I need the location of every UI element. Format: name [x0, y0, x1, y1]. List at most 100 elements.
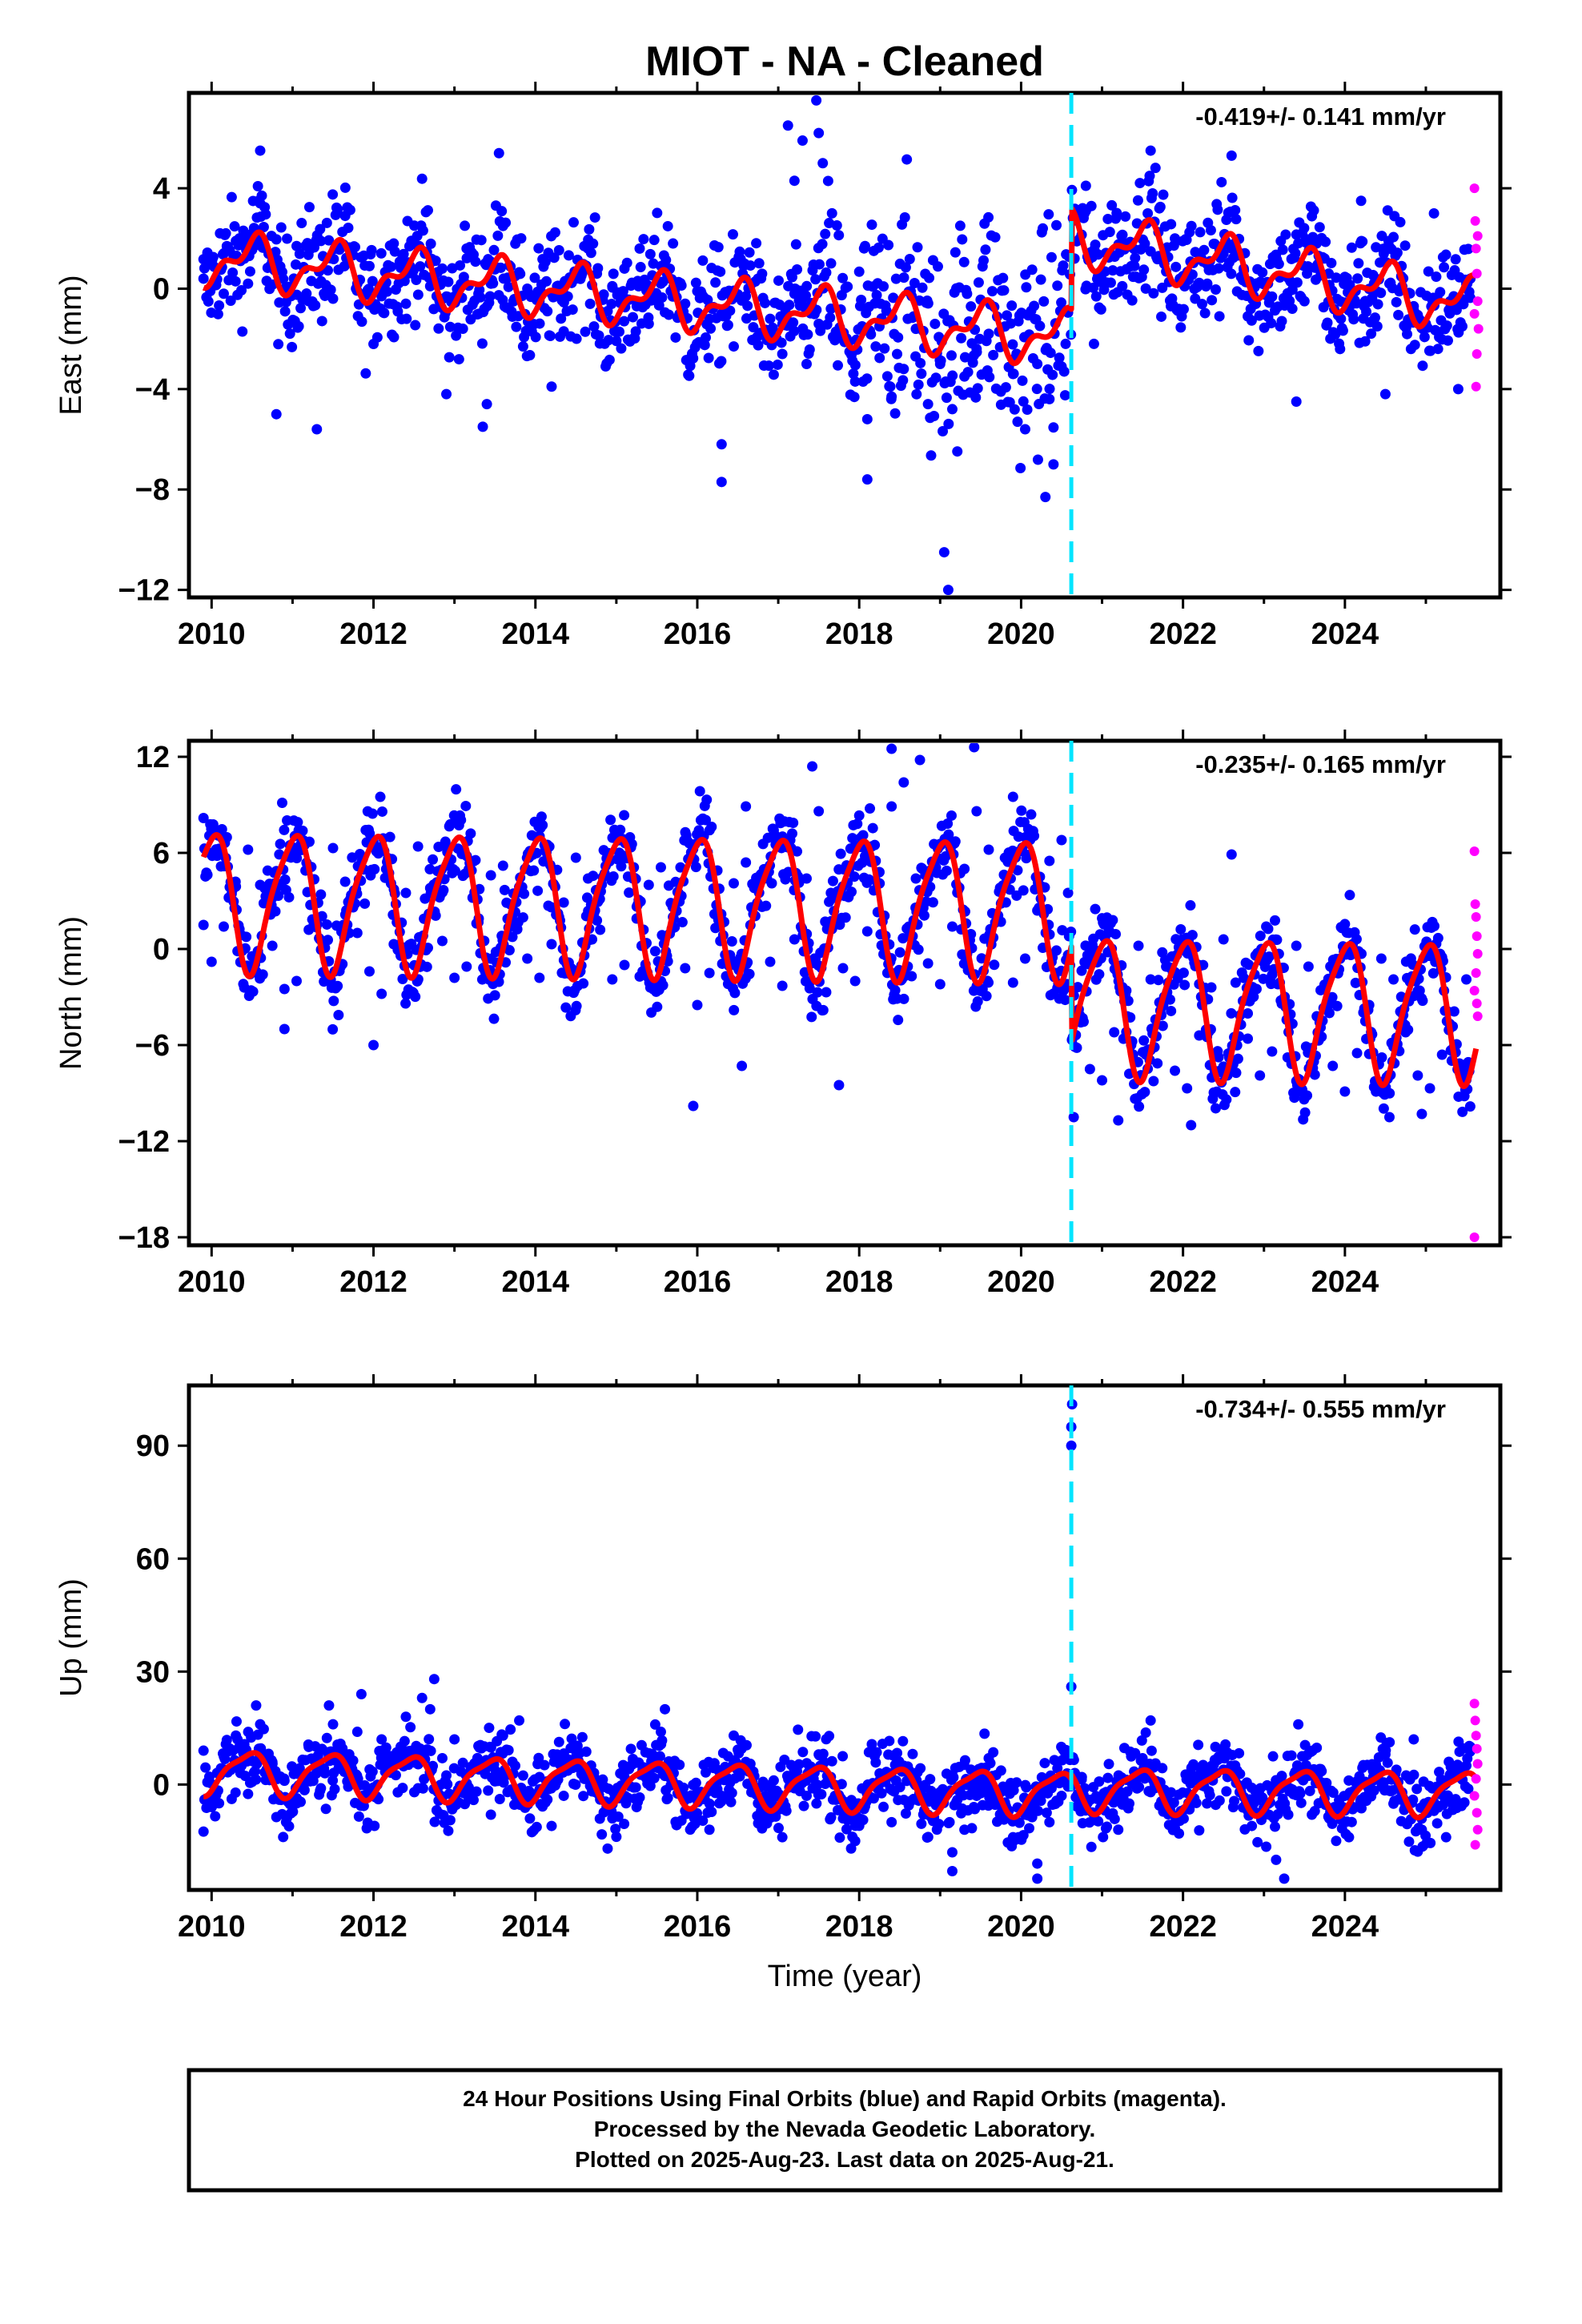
- final-orbit-point: [399, 1735, 410, 1747]
- final-orbit-point: [1452, 384, 1464, 395]
- final-orbit-point: [1432, 932, 1443, 943]
- rapid-orbit-point: [1472, 1759, 1483, 1769]
- final-orbit-point: [874, 352, 885, 364]
- final-orbit-point: [1071, 1042, 1082, 1053]
- final-orbit-point: [1271, 935, 1283, 946]
- final-orbit-point: [619, 810, 630, 821]
- final-orbit-point: [984, 372, 995, 383]
- final-orbit-point: [881, 371, 893, 382]
- final-orbit-point: [962, 288, 973, 300]
- final-orbit-point: [339, 260, 350, 271]
- final-orbit-point: [694, 786, 705, 797]
- final-orbit-point: [1139, 238, 1150, 249]
- final-orbit-point: [444, 352, 455, 363]
- final-orbit-point: [275, 838, 286, 850]
- final-orbit-point: [1378, 1103, 1389, 1114]
- final-orbit-point: [1105, 277, 1116, 288]
- final-orbit-point: [1344, 890, 1355, 901]
- final-orbit-point: [303, 202, 315, 213]
- final-orbit-point: [995, 1765, 1006, 1776]
- final-orbit-point: [1431, 1818, 1443, 1829]
- final-orbit-point: [325, 284, 336, 296]
- final-orbit-point: [475, 292, 486, 303]
- final-orbit-point: [539, 1759, 550, 1771]
- rapid-orbit-point: [1469, 183, 1480, 194]
- final-orbit-point: [765, 956, 776, 967]
- final-orbit-point: [588, 321, 600, 332]
- final-orbit-point: [1218, 934, 1229, 945]
- final-orbit-point: [360, 368, 371, 379]
- final-orbit-point: [444, 1815, 456, 1826]
- final-orbit-point: [279, 824, 290, 835]
- final-orbit-point: [1343, 1831, 1355, 1843]
- final-orbit-point: [252, 180, 263, 191]
- final-orbit-point: [1062, 887, 1074, 899]
- final-orbit-point: [294, 1763, 305, 1774]
- final-orbit-point: [401, 313, 412, 324]
- final-orbit-point: [498, 1777, 509, 1788]
- final-orbit-point: [916, 1818, 927, 1829]
- final-orbit-point: [1393, 309, 1404, 320]
- final-orbit-point: [251, 1700, 262, 1711]
- final-orbit-point: [353, 1811, 364, 1822]
- final-orbit-point: [1107, 265, 1118, 276]
- final-orbit-point: [870, 341, 881, 352]
- final-orbit-point: [283, 1820, 295, 1831]
- final-orbit-point: [375, 791, 386, 802]
- final-orbit-point: [697, 1815, 709, 1827]
- final-orbit-point: [488, 1013, 500, 1024]
- final-orbit-point: [700, 1767, 711, 1778]
- final-orbit-point: [410, 320, 421, 331]
- final-orbit-point: [1214, 311, 1225, 322]
- final-orbit-point: [1231, 1068, 1242, 1079]
- final-orbit-point: [568, 217, 579, 228]
- final-orbit-point: [299, 1784, 310, 1795]
- final-orbit-point: [471, 1786, 482, 1797]
- final-orbit-point: [897, 375, 909, 386]
- final-orbit-point: [817, 158, 829, 169]
- final-orbit-point: [1041, 1807, 1052, 1819]
- final-orbit-point: [376, 988, 387, 999]
- final-orbit-point: [1424, 1083, 1435, 1094]
- final-orbit-point: [460, 1799, 471, 1810]
- final-orbit-point: [1076, 965, 1087, 976]
- final-orbit-point: [870, 1757, 881, 1768]
- final-orbit-point: [293, 320, 304, 332]
- final-orbit-point: [914, 754, 926, 766]
- x-tick-label: 2018: [825, 1265, 893, 1299]
- final-orbit-point: [816, 1789, 827, 1800]
- final-orbit-point: [1457, 1106, 1468, 1117]
- velocity-label: -0.419+/- 0.141 mm/yr: [1195, 103, 1446, 131]
- final-orbit-point: [533, 243, 544, 254]
- final-orbit-point: [983, 211, 994, 223]
- final-orbit-point: [284, 328, 295, 340]
- final-orbit-point: [1276, 1771, 1287, 1782]
- final-orbit-point: [1007, 791, 1018, 802]
- final-orbit-point: [1204, 1790, 1215, 1801]
- final-orbit-point: [540, 256, 551, 267]
- final-orbit-point: [531, 1821, 542, 1832]
- x-tick-label: 2022: [1149, 1910, 1217, 1944]
- final-orbit-point: [898, 993, 909, 1004]
- final-orbit-point: [470, 854, 481, 866]
- final-orbit-point: [1448, 1006, 1460, 1017]
- final-orbit-point: [468, 1795, 480, 1806]
- final-orbit-point: [616, 343, 627, 354]
- final-orbit-point: [333, 1009, 344, 1020]
- final-orbit-point: [1253, 345, 1264, 356]
- final-orbit-point: [952, 446, 963, 457]
- final-orbit-point: [442, 1779, 453, 1790]
- final-orbit-point: [608, 870, 619, 882]
- final-orbit-point: [826, 1755, 837, 1767]
- final-orbit-point: [546, 902, 557, 913]
- y-tick-label: −8: [135, 473, 170, 507]
- final-orbit-point: [715, 266, 726, 277]
- final-orbit-point: [833, 360, 844, 371]
- final-orbit-point: [1302, 1090, 1313, 1101]
- final-orbit-point: [316, 911, 327, 922]
- final-orbit-point: [1383, 1112, 1395, 1123]
- final-orbit-point: [970, 392, 982, 403]
- final-orbit-point: [790, 239, 801, 250]
- final-orbit-point: [329, 1783, 340, 1795]
- final-orbit-point: [537, 819, 548, 830]
